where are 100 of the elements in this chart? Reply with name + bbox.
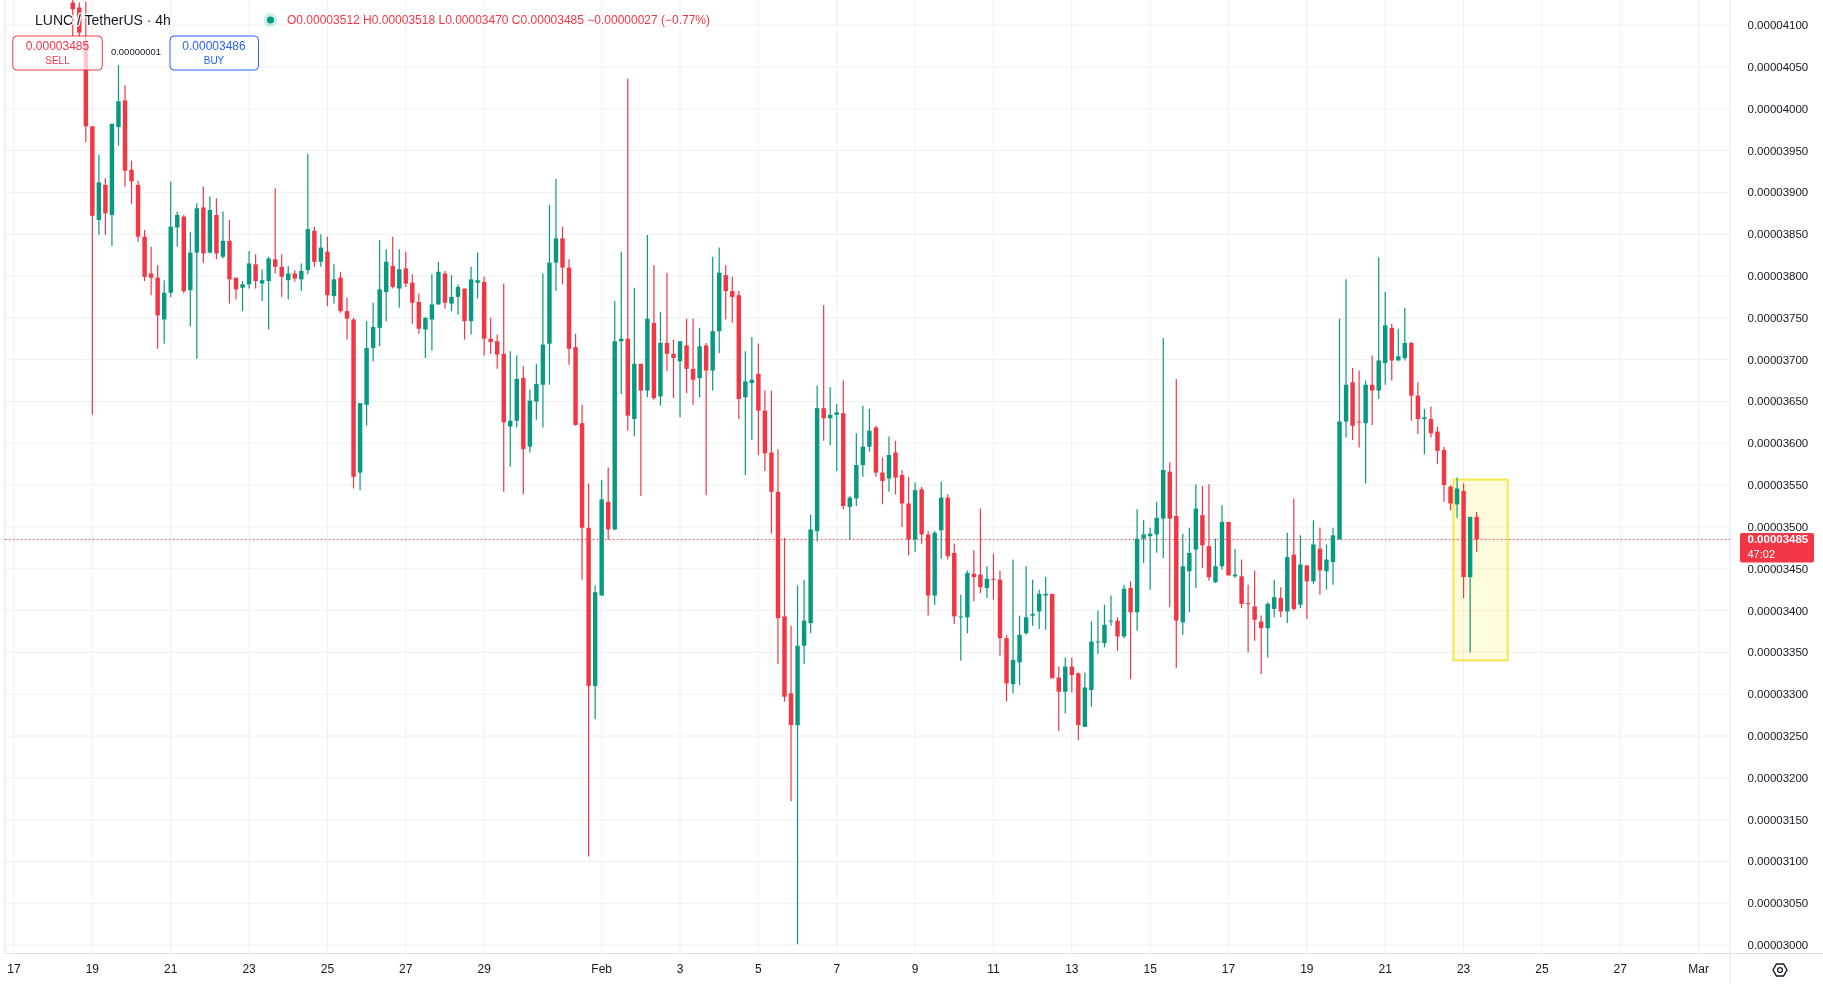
x-tick-label: 21 bbox=[1378, 962, 1393, 976]
candlestick bbox=[1258, 614, 1264, 675]
y-tick-label: 0.00003050 bbox=[1747, 897, 1809, 910]
candlestick bbox=[821, 304, 826, 442]
candlestick bbox=[175, 211, 180, 248]
candlestick bbox=[403, 251, 408, 288]
y-tick-label: 0.00003850 bbox=[1747, 228, 1809, 241]
candlestick bbox=[677, 340, 683, 418]
candlestick bbox=[1023, 565, 1029, 636]
annotation: BUY bbox=[203, 54, 225, 66]
annotation: 0.00000001 bbox=[110, 46, 162, 57]
candlestick bbox=[429, 273, 435, 352]
candlestick bbox=[259, 268, 265, 302]
x-tick-label: 17 bbox=[7, 962, 21, 976]
candlestick bbox=[1102, 604, 1107, 648]
candlestick bbox=[730, 276, 735, 324]
candlestick bbox=[488, 317, 493, 355]
y-tick-label: 0.00003900 bbox=[1747, 186, 1809, 199]
candlestick bbox=[1095, 609, 1101, 655]
y-tick-label: 0.00004000 bbox=[1747, 102, 1809, 115]
y-tick-label: 0.00003500 bbox=[1747, 520, 1809, 533]
candlestick bbox=[272, 187, 278, 275]
x-tick-label: 11 bbox=[987, 962, 1000, 976]
candlestick bbox=[664, 272, 670, 372]
candlestick bbox=[723, 264, 728, 321]
y-tick-label: 0.00003200 bbox=[1747, 771, 1809, 784]
y-tick-label: 0.00003400 bbox=[1747, 604, 1809, 617]
candlestick bbox=[991, 553, 996, 601]
candlestick bbox=[1187, 527, 1192, 613]
y-tick-label: 0.00003650 bbox=[1747, 395, 1809, 408]
text: 47:02 bbox=[1747, 547, 1776, 560]
candlestick bbox=[1435, 425, 1440, 465]
candlestick bbox=[1422, 408, 1427, 455]
candlestick bbox=[1402, 307, 1408, 362]
candlestick bbox=[834, 403, 839, 472]
candlestick bbox=[246, 250, 252, 290]
x-tick-label: 21 bbox=[164, 962, 178, 976]
candlestick bbox=[1115, 616, 1120, 652]
x-tick-label: 27 bbox=[399, 962, 413, 976]
x-tick-label: 7 bbox=[833, 962, 841, 976]
x-tick-label: 19 bbox=[1300, 962, 1314, 976]
candlestick bbox=[1448, 484, 1453, 511]
candlestick bbox=[1356, 369, 1362, 449]
candlestick bbox=[867, 408, 872, 453]
y-tick-label: 0.00003450 bbox=[1747, 562, 1809, 575]
candlestick bbox=[390, 236, 395, 290]
candlestick bbox=[240, 280, 245, 312]
x-tick-label: 23 bbox=[242, 962, 257, 976]
candlestick bbox=[1154, 501, 1159, 554]
text: O0.00003512 H0.00003518 L0.00003470 C0.00003485 −0.00000027 (−0.77%) bbox=[287, 13, 711, 27]
candlestick bbox=[449, 274, 454, 312]
candlestick bbox=[397, 248, 402, 309]
x-tick-label: 13 bbox=[1065, 962, 1079, 976]
y-tick-label: 0.00003000 bbox=[1747, 939, 1809, 952]
y-tick-label: 0.00003800 bbox=[1747, 270, 1809, 283]
y-tick-label: 0.00003550 bbox=[1747, 479, 1809, 492]
candlestick bbox=[1454, 476, 1460, 519]
candlestick bbox=[1030, 579, 1035, 627]
candlestick bbox=[1369, 354, 1375, 426]
candlestick bbox=[299, 262, 304, 292]
candlestick bbox=[1213, 538, 1218, 584]
candlestick bbox=[1141, 519, 1146, 564]
candlestick bbox=[1324, 543, 1329, 591]
candlestick bbox=[344, 297, 350, 341]
y-tick-label: 0.00003300 bbox=[1747, 688, 1809, 701]
x-tick-label: 25 bbox=[320, 962, 335, 976]
candlestick bbox=[1252, 569, 1257, 642]
candlestick bbox=[1108, 594, 1114, 627]
candlestick bbox=[534, 363, 539, 421]
candlestick bbox=[880, 456, 885, 505]
candlestick bbox=[684, 318, 689, 394]
candlestick bbox=[494, 333, 500, 370]
y-tick-label: 0.00003250 bbox=[1747, 730, 1809, 743]
candlestick bbox=[370, 302, 376, 362]
candlestick bbox=[279, 253, 284, 298]
y-tick-label: 0.00003600 bbox=[1747, 437, 1809, 450]
candlestick bbox=[220, 211, 226, 260]
candlestick bbox=[129, 159, 134, 205]
x-tick-label: 27 bbox=[1613, 962, 1628, 976]
candlestick bbox=[1304, 564, 1310, 620]
annotation: SELL bbox=[45, 54, 71, 66]
candlestick bbox=[423, 316, 428, 359]
candlestick bbox=[1056, 666, 1061, 732]
candlestick bbox=[475, 251, 480, 300]
candlestick bbox=[1245, 584, 1251, 653]
candlestick bbox=[671, 338, 676, 399]
candlestick bbox=[508, 350, 513, 468]
candlestick bbox=[1043, 576, 1048, 631]
candlestick bbox=[253, 253, 258, 290]
x-tick-label: 3 bbox=[676, 962, 684, 976]
y-tick-label: 0.00003700 bbox=[1747, 353, 1809, 366]
x-tick-label: 19 bbox=[85, 962, 100, 976]
x-tick-label: 17 bbox=[1221, 962, 1236, 976]
y-tick-label: 0.00003950 bbox=[1747, 144, 1809, 157]
x-tick-label: 5 bbox=[755, 962, 763, 976]
candlestick bbox=[1396, 328, 1401, 362]
candlestick bbox=[690, 318, 696, 406]
y-tick-label: 0.00004050 bbox=[1747, 60, 1809, 73]
candlestick bbox=[331, 263, 337, 305]
y-tick-label: 0.00003100 bbox=[1747, 855, 1809, 868]
